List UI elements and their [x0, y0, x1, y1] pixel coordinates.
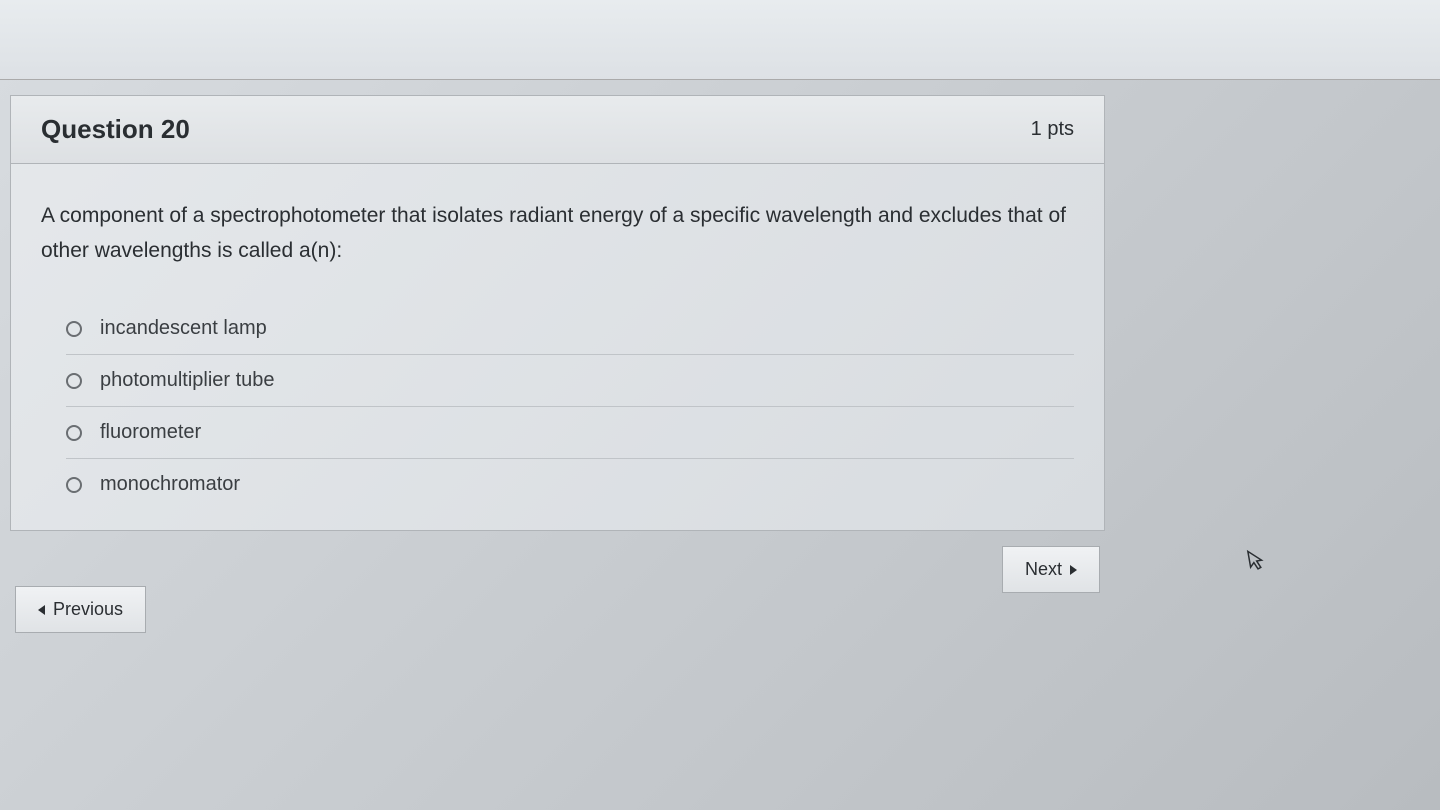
chevron-right-icon: [1070, 565, 1077, 575]
cursor-icon: [1246, 547, 1269, 580]
question-body: A component of a spectrophotometer that …: [11, 164, 1104, 530]
top-spacer: [0, 0, 1440, 80]
question-card: Question 20 1 pts A component of a spect…: [10, 95, 1105, 531]
answer-label: incandescent lamp: [100, 317, 267, 340]
answer-option-2[interactable]: fluorometer: [66, 407, 1074, 459]
question-prompt: A component of a spectrophotometer that …: [41, 199, 1074, 268]
answer-option-0[interactable]: incandescent lamp: [66, 303, 1074, 355]
previous-button[interactable]: Previous: [15, 586, 146, 633]
question-points: 1 pts: [1031, 118, 1074, 141]
answer-option-3[interactable]: monochromator: [66, 459, 1074, 510]
radio-icon: [66, 477, 82, 493]
next-button-label: Next: [1025, 559, 1062, 580]
chevron-left-icon: [38, 605, 45, 615]
answer-label: fluorometer: [100, 421, 201, 444]
page-container: Question 20 1 pts A component of a spect…: [0, 0, 1440, 631]
question-number: Question 20: [41, 114, 190, 145]
answer-label: photomultiplier tube: [100, 369, 275, 392]
radio-icon: [66, 321, 82, 337]
question-header: Question 20 1 pts: [11, 96, 1104, 164]
radio-icon: [66, 373, 82, 389]
answer-list: incandescent lamp photomultiplier tube f…: [66, 303, 1074, 510]
radio-icon: [66, 425, 82, 441]
nav-buttons: Next Previous: [10, 531, 1105, 631]
next-button[interactable]: Next: [1002, 546, 1100, 593]
previous-button-label: Previous: [53, 599, 123, 620]
answer-option-1[interactable]: photomultiplier tube: [66, 355, 1074, 407]
answer-label: monochromator: [100, 473, 240, 496]
